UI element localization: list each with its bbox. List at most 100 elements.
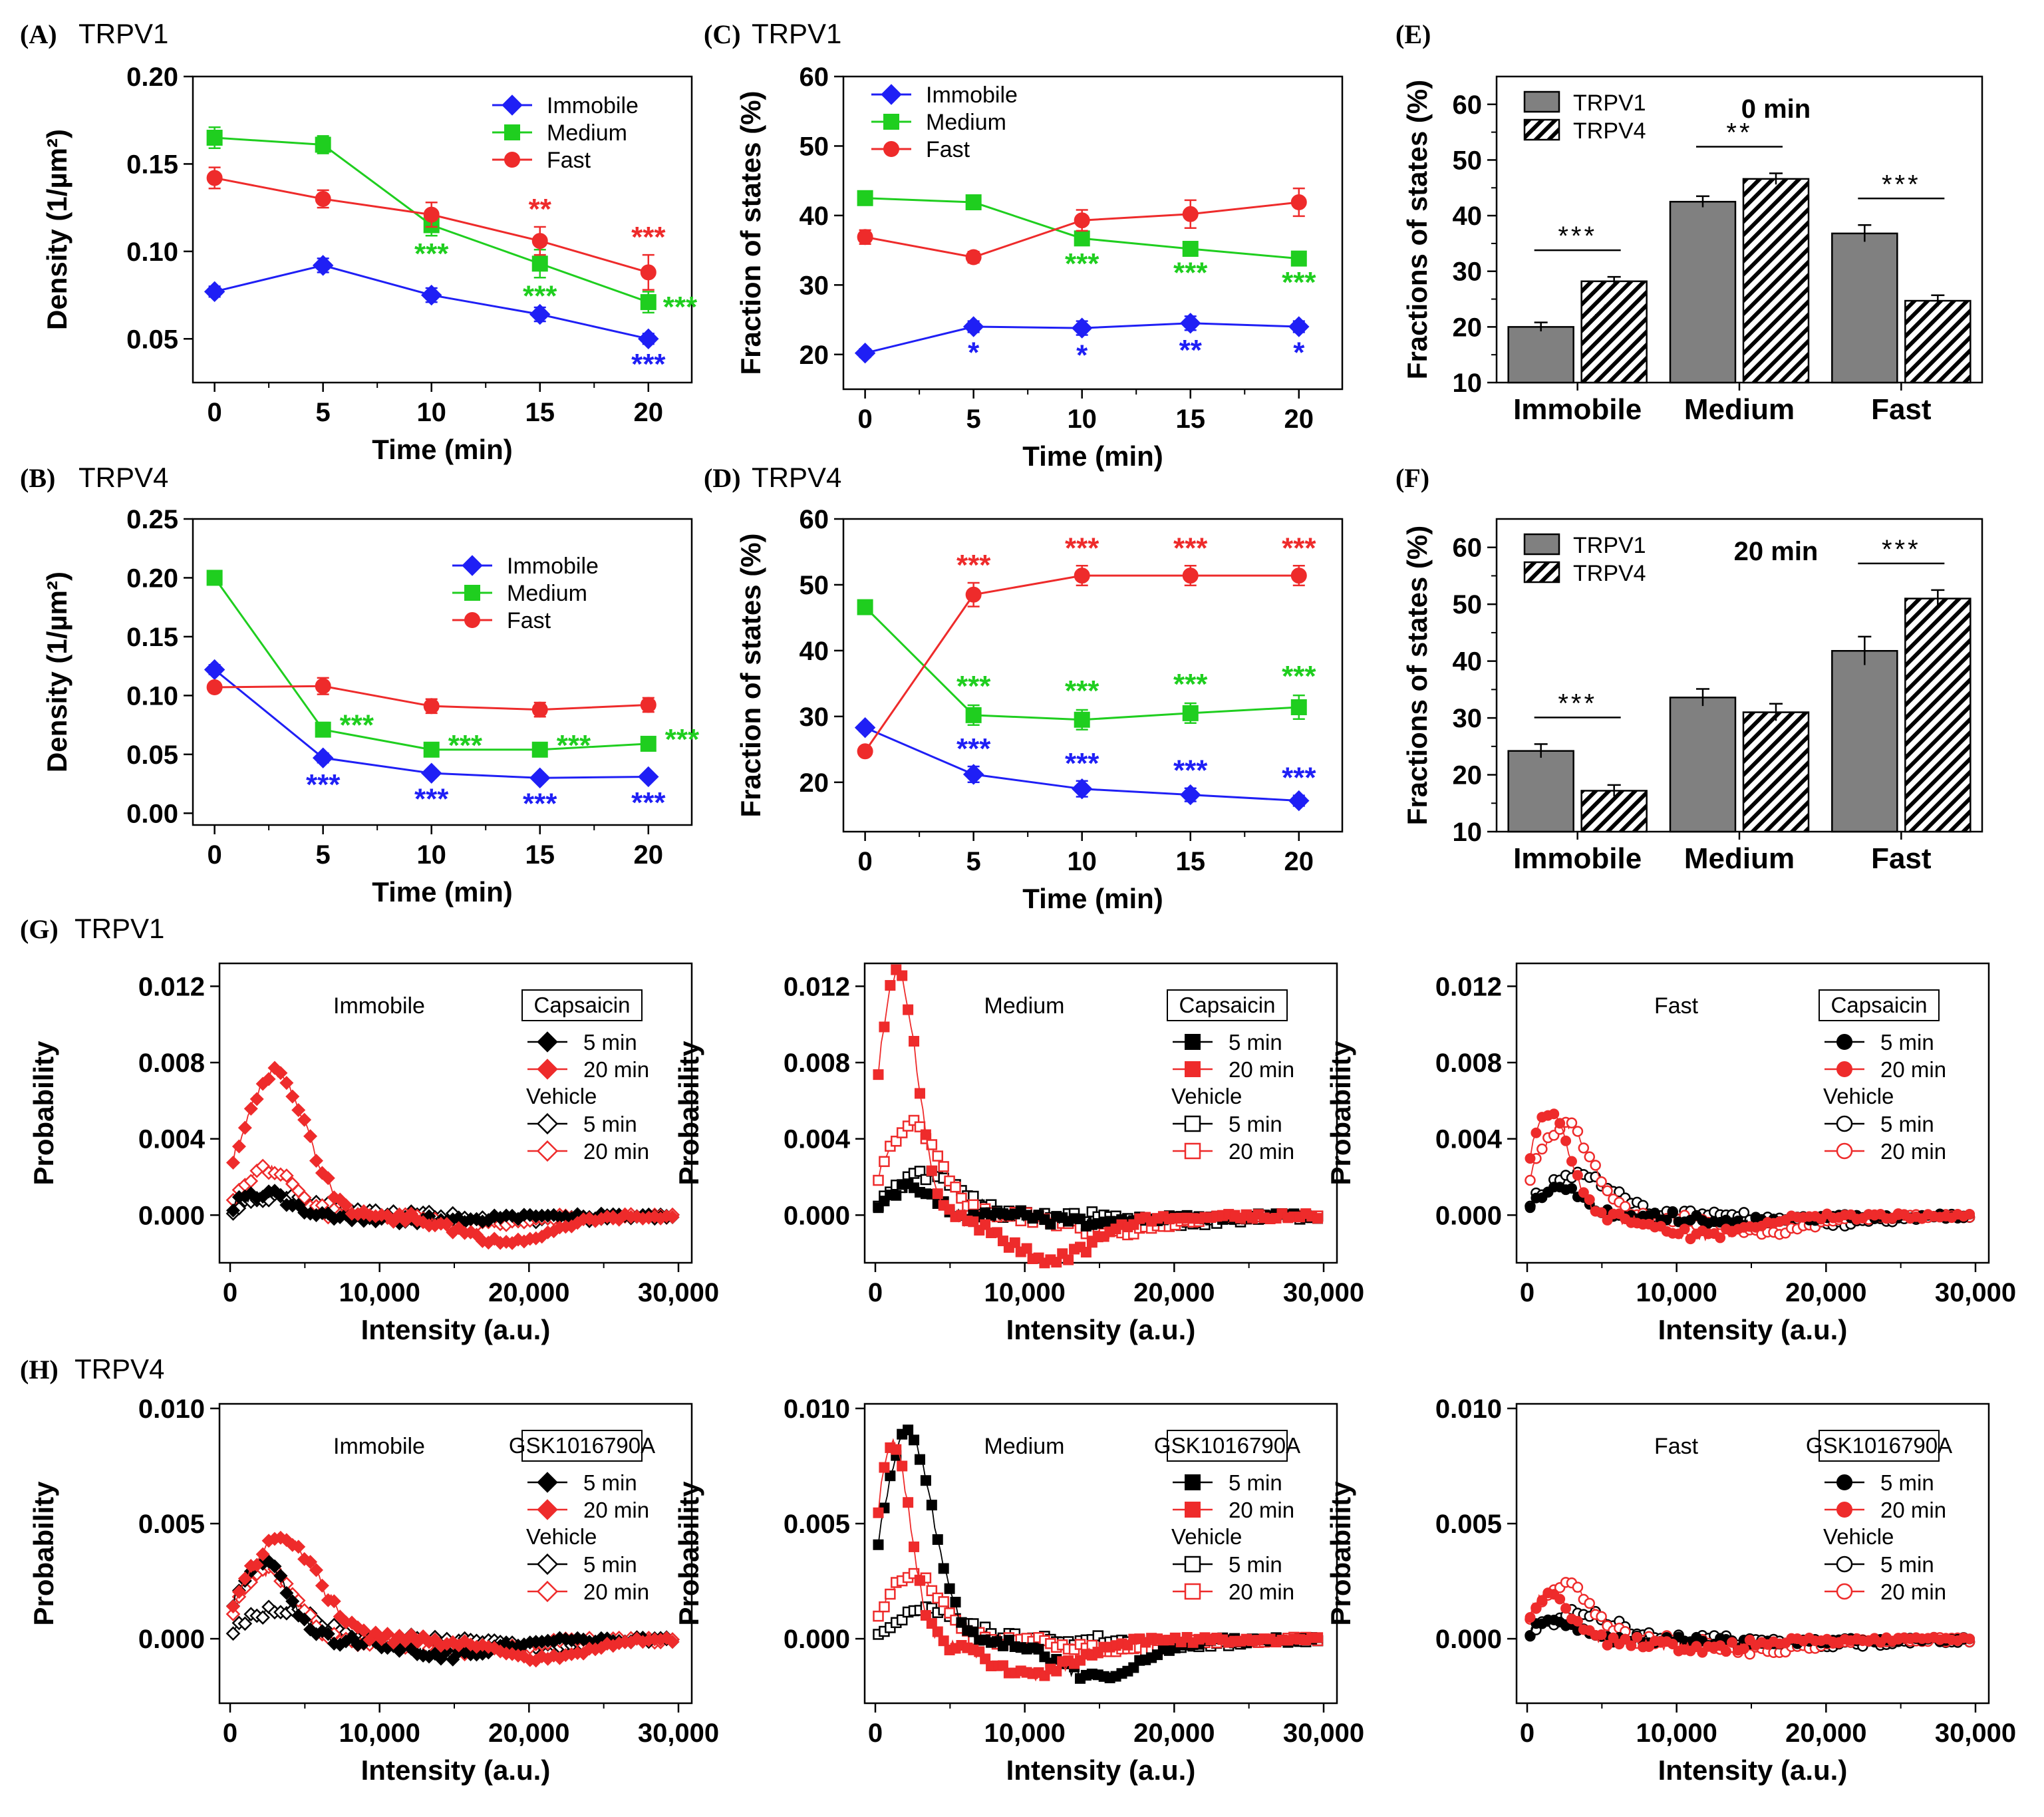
y-tick-label: 0.010: [1435, 1395, 1502, 1424]
trace-point: [885, 1470, 896, 1482]
trace-point: [321, 1627, 335, 1641]
trace-point: [920, 1129, 931, 1140]
legend-title-box: [521, 989, 643, 1021]
trace-point: [279, 1076, 294, 1090]
trace-point: [279, 1585, 294, 1600]
trace-point: [1531, 1603, 1542, 1614]
y-tick-label: 30: [1453, 704, 1483, 733]
legend-group-label: Vehicle: [1823, 1084, 1894, 1108]
x-tick-label: 20,000: [1785, 1278, 1866, 1307]
trace-point: [1525, 1174, 1536, 1186]
trace-point: [327, 1594, 341, 1609]
plot-frame: [842, 518, 1344, 833]
legend-swatch: [1523, 118, 1560, 141]
histogram-title: Fast: [1654, 993, 1699, 1019]
trace-point: [1602, 1185, 1613, 1197]
y-tick-label: 0.000: [784, 1201, 850, 1230]
trace-point: [914, 1575, 925, 1586]
x-tick-label: 30,000: [1283, 1719, 1364, 1748]
panel-label: (F): [1395, 463, 1429, 493]
trace-point: [873, 1507, 884, 1518]
y-tick-label: 20: [1453, 761, 1483, 790]
y-tick-label: 30: [1453, 257, 1483, 287]
trace-point: [909, 1541, 920, 1552]
trace-point: [1578, 1187, 1589, 1198]
y-tick-label: 50: [1453, 146, 1483, 175]
legend-label: TRPV1: [1573, 533, 1646, 558]
x-tick-label: Fast: [1871, 393, 1932, 426]
y-tick-label: 20: [800, 768, 829, 798]
legend-label: 20 min: [583, 1139, 649, 1164]
x-tick-label: 10,000: [1636, 1278, 1717, 1307]
significance-mark: **: [1179, 334, 1203, 367]
x-tick-label: 0: [223, 1719, 237, 1748]
trace-point: [1312, 1213, 1324, 1224]
data-point-medium: [857, 599, 873, 615]
significance-mark: ***: [1282, 660, 1316, 693]
trace-point: [873, 1174, 884, 1186]
y-tick-label: 0.00: [126, 799, 178, 828]
trace-point: [1596, 1176, 1607, 1188]
trace-point: [309, 1563, 323, 1577]
legend-label: 20 min: [583, 1057, 649, 1082]
x-tick-label: 30,000: [638, 1278, 719, 1307]
x-tick-label: 15: [1175, 847, 1205, 876]
trace-point: [956, 1617, 967, 1628]
legend-marker: [537, 1059, 558, 1080]
data-point-fast: [1182, 206, 1199, 222]
legend-label: 20 min: [1229, 1579, 1294, 1604]
x-tick-label: Medium: [1684, 393, 1795, 426]
trace-point: [255, 1547, 270, 1562]
legend-label: 20 min: [1229, 1498, 1294, 1522]
plot-frame: [218, 962, 693, 1264]
data-point-immobile: [529, 767, 551, 788]
trace-point: [1679, 1224, 1690, 1235]
legend-label: 5 min: [1229, 1470, 1282, 1495]
trace-point: [903, 1497, 914, 1508]
x-tick-label: 5: [966, 405, 981, 434]
trace-point: [386, 1214, 401, 1229]
data-point-medium: [1182, 241, 1199, 257]
y-tick-label: 0.005: [138, 1510, 205, 1539]
y-tick-label: 0.05: [126, 741, 178, 770]
trace-point: [446, 1652, 460, 1667]
trace-point: [932, 1150, 944, 1162]
significance-mark: ***: [1882, 170, 1921, 199]
y-tick-label: 0.012: [1435, 972, 1502, 1001]
trace-point: [896, 1614, 908, 1626]
legend-label: 5 min: [1880, 1552, 1934, 1577]
legend-swatch: [1523, 90, 1560, 113]
trace-point: [968, 1626, 979, 1637]
trace-point: [225, 1156, 241, 1170]
legend-marker: [1836, 1034, 1852, 1050]
significance-mark: **: [1726, 118, 1752, 148]
x-axis-label: Time (min): [372, 434, 513, 465]
y-tick-label: 0.000: [138, 1625, 205, 1654]
data-point-medium: [1290, 699, 1307, 715]
significance-mark: ***: [956, 549, 991, 581]
y-tick-label: 0.008: [1435, 1049, 1502, 1078]
significance-mark: ***: [1065, 675, 1099, 707]
legend-label: 5 min: [1880, 1030, 1934, 1055]
legend-label: 20 min: [1880, 1498, 1946, 1522]
y-tick-label: 0.20: [126, 564, 178, 593]
y-axis-label: Probability: [1325, 1481, 1356, 1626]
legend-label: Immobile: [926, 83, 1018, 108]
y-tick-label: 0.005: [784, 1510, 850, 1539]
x-tick-label: 20,000: [488, 1719, 569, 1748]
trace-point: [1021, 1243, 1032, 1254]
data-point-fast: [206, 170, 223, 186]
significance-mark: ***: [557, 729, 591, 762]
trace-point: [1045, 1219, 1056, 1230]
trace-point: [879, 1462, 890, 1473]
x-tick-label: 0: [868, 1719, 883, 1748]
bar-trpv4: [1742, 711, 1810, 833]
trace-point: [1572, 1170, 1583, 1181]
legend-marker: [536, 1580, 559, 1603]
trace-point: [1572, 1615, 1583, 1627]
trace-point: [914, 1454, 925, 1465]
y-tick-label: 30: [800, 271, 829, 300]
x-tick-label: 30,000: [1283, 1278, 1364, 1307]
trace-point: [1608, 1632, 1619, 1643]
data-point-fast: [857, 743, 873, 760]
